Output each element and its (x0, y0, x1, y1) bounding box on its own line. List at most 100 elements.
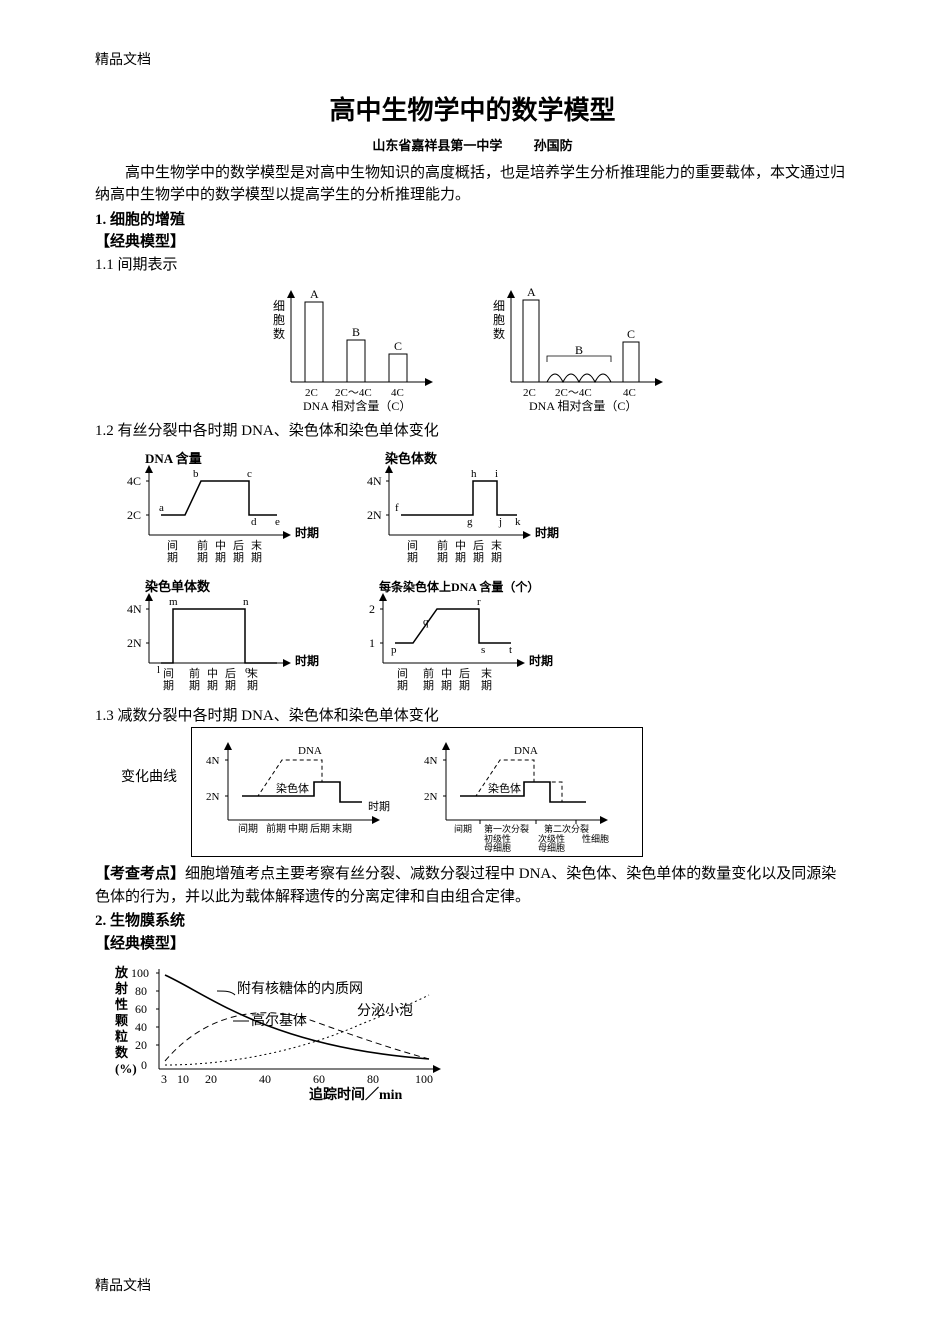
svg-text:期: 期 (441, 679, 452, 692)
svg-text:中: 中 (207, 667, 218, 680)
svg-text:母细胞: 母细胞 (484, 842, 511, 852)
fig-1-2-dna-per-chrom: 每条染色体上DNA 含量（个） 2 1 p q r s t 时期 间期 前期 (355, 577, 595, 697)
fig-1-2-chromosome: 染色体数 4N 2N f g h i j k 时期 间期 前期 (355, 449, 565, 569)
svg-text:60: 60 (135, 1002, 147, 1016)
svg-text:期: 期 (215, 551, 226, 564)
svg-text:期: 期 (225, 679, 236, 692)
section-1-heading: 1. 细胞的增殖 (95, 209, 850, 232)
svg-text:80: 80 (135, 984, 147, 998)
svg-text:f: f (395, 502, 399, 514)
svg-text:10: 10 (177, 1072, 189, 1086)
svg-text:期: 期 (397, 679, 408, 692)
svg-text:期: 期 (189, 679, 200, 692)
svg-text:1: 1 (369, 636, 375, 650)
svg-text:b: b (193, 468, 199, 480)
svg-text:i: i (495, 468, 498, 480)
section-2-title: 生物膜系统 (110, 913, 185, 929)
svg-text:间: 间 (163, 667, 174, 680)
document-page: 精品文档 高中生物学中的数学模型 山东省嘉祥县第一中学 孙国防 高中生物学中的数… (0, 0, 945, 1337)
fig-1-1-left: 细 胞 数 A B C 2C 2C～4C 4C DNA 相对含量（C） (263, 282, 453, 412)
svg-text:期: 期 (233, 551, 244, 564)
svg-text:中: 中 (441, 667, 452, 680)
svg-text:期: 期 (251, 551, 262, 564)
svg-text:末期: 末期 (332, 822, 352, 835)
svg-text:4N: 4N (206, 755, 220, 767)
footer-tag: 精品文档 (95, 1276, 151, 1297)
svg-text:末: 末 (251, 538, 262, 552)
svg-text:l: l (157, 664, 160, 676)
svg-text:20: 20 (135, 1038, 147, 1052)
svg-text:后: 后 (225, 667, 236, 680)
svg-text:3: 3 (161, 1072, 167, 1086)
svg-text:间期: 间期 (238, 822, 258, 835)
svg-text:母细胞: 母细胞 (538, 842, 565, 852)
svg-text:4N: 4N (424, 755, 438, 767)
xlabel: DNA 相对含量（C） (303, 398, 411, 412)
svg-text:p: p (391, 644, 397, 656)
svg-text:(%): (%) (115, 1061, 137, 1076)
svg-text:放: 放 (115, 965, 129, 980)
svg-text:间: 间 (407, 539, 418, 552)
svg-text:40: 40 (135, 1020, 147, 1034)
svg-text:4C: 4C (391, 387, 404, 399)
svg-text:后: 后 (233, 539, 244, 552)
fig-1-2-chromatid: 染色单体数 4N 2N l m n o 时期 间期 前期 中期 (115, 577, 325, 697)
svg-text:期: 期 (207, 679, 218, 692)
svg-text:2: 2 (369, 602, 375, 616)
svg-text:分泌小泡: 分泌小泡 (357, 1003, 413, 1019)
svg-text:t: t (509, 644, 512, 656)
svg-text:C: C (627, 327, 635, 341)
svg-text:间: 间 (167, 539, 178, 552)
svg-text:期: 期 (197, 551, 208, 564)
svg-text:s: s (481, 644, 485, 656)
exam-points-text: 细胞增殖考点主要考察有丝分裂、减数分裂过程中 DNA、染色体、染色单体的数量变化… (95, 866, 836, 905)
svg-text:DNA 含量: DNA 含量 (145, 451, 202, 466)
svg-text:期: 期 (481, 679, 492, 692)
svg-text:后: 后 (473, 539, 484, 552)
section-2-number: 2. (95, 913, 106, 929)
svg-text:期: 期 (163, 679, 174, 692)
figure-1-2-row2: 染色单体数 4N 2N l m n o 时期 间期 前期 中期 (115, 577, 850, 697)
svg-text:末: 末 (491, 538, 502, 552)
svg-text:第二次分裂: 第二次分裂 (544, 823, 589, 834)
section-2-heading: 2. 生物膜系统 (95, 910, 850, 933)
svg-text:时期: 时期 (529, 653, 553, 668)
svg-text:射: 射 (115, 981, 128, 996)
school-name: 山东省嘉祥县第一中学 (372, 138, 502, 153)
svg-text:数: 数 (493, 326, 505, 341)
svg-text:4C: 4C (127, 474, 141, 488)
svg-text:A: A (310, 287, 319, 301)
subsection-1-3: 1.3 减数分裂中各时期 DNA、染色体和染色单体变化 (95, 705, 850, 728)
exam-points-label: 【考查考点】 (95, 866, 185, 882)
svg-text:期: 期 (459, 679, 470, 692)
svg-text:期: 期 (407, 551, 418, 564)
svg-text:后: 后 (459, 667, 470, 680)
fig-1-1-right: 细 胞 数 A B C 2C 2C～4C 4C DNA 相对含量（C） (483, 282, 683, 412)
svg-text:2N: 2N (367, 508, 382, 522)
svg-text:DNA: DNA (298, 745, 322, 757)
svg-text:4C: 4C (623, 387, 636, 399)
svg-text:期: 期 (455, 551, 466, 564)
svg-text:60: 60 (313, 1072, 325, 1086)
svg-text:B: B (352, 325, 360, 339)
svg-text:前: 前 (423, 666, 434, 680)
svg-text:2C: 2C (127, 508, 141, 522)
svg-text:中: 中 (455, 539, 466, 552)
svg-text:B: B (575, 343, 583, 357)
svg-text:期: 期 (437, 551, 448, 564)
fig-1-3-right: 4N 2N DNA 染色体 间期 第一次分裂 第二次分裂 初级性母细胞 次级性母… (416, 732, 636, 852)
svg-text:4N: 4N (367, 474, 382, 488)
svg-text:染色体: 染色体 (276, 781, 309, 795)
header-tag: 精品文档 (95, 50, 850, 71)
svg-text:0: 0 (141, 1058, 147, 1072)
svg-text:数: 数 (273, 326, 285, 341)
svg-text:2C: 2C (523, 387, 536, 399)
svg-text:中期: 中期 (288, 822, 308, 835)
svg-text:a: a (159, 502, 164, 514)
svg-text:染色单体数: 染色单体数 (144, 579, 211, 594)
svg-text:r: r (477, 596, 481, 608)
svg-text:附有核糖体的内质网: 附有核糖体的内质网 (237, 981, 363, 997)
svg-text:期: 期 (167, 551, 178, 564)
fig-1-3-side-label: 变化曲线 (115, 763, 183, 792)
svg-text:d: d (251, 516, 257, 528)
